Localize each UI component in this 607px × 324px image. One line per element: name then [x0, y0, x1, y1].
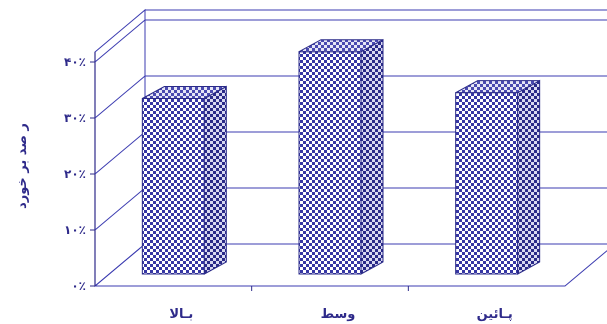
bar-front — [298, 51, 362, 275]
bar — [141, 85, 227, 275]
bar-top — [455, 80, 540, 94]
y-tick-label: ۲۰٪ — [64, 167, 86, 181]
bar-side — [360, 38, 384, 275]
gridline-side — [94, 19, 146, 63]
x-category-label: بـالا — [169, 307, 193, 322]
gridline-side — [94, 187, 146, 231]
bar-side — [203, 85, 227, 275]
bar — [298, 38, 384, 275]
bar-side — [517, 79, 541, 275]
x-category-label: وسط — [321, 307, 356, 322]
bar-front — [141, 98, 205, 275]
y-axis-label: ر صد بر خورد — [15, 123, 30, 209]
bars — [141, 38, 541, 275]
bar — [455, 79, 541, 275]
x-axis-categories: بـالا وسط پـائين — [169, 286, 513, 322]
side-wall — [94, 8, 146, 288]
y-tick-label: ۳۰٪ — [64, 111, 86, 125]
x-category-label: پـائين — [477, 307, 513, 322]
y-tick-label: ۰٪ — [71, 279, 86, 293]
gridline-side — [94, 75, 146, 119]
y-tick-label: ۱۰٪ — [64, 223, 86, 237]
bar-top — [298, 39, 384, 53]
y-axis-ticks: ۰٪ ۱۰٪ ۲۰٪ ۳۰٪ ۴۰٪ — [64, 55, 95, 293]
y-tick-label: ۴۰٪ — [64, 55, 86, 69]
bar-front — [455, 92, 519, 275]
gridline-side — [94, 131, 146, 175]
bar-top — [142, 86, 227, 99]
